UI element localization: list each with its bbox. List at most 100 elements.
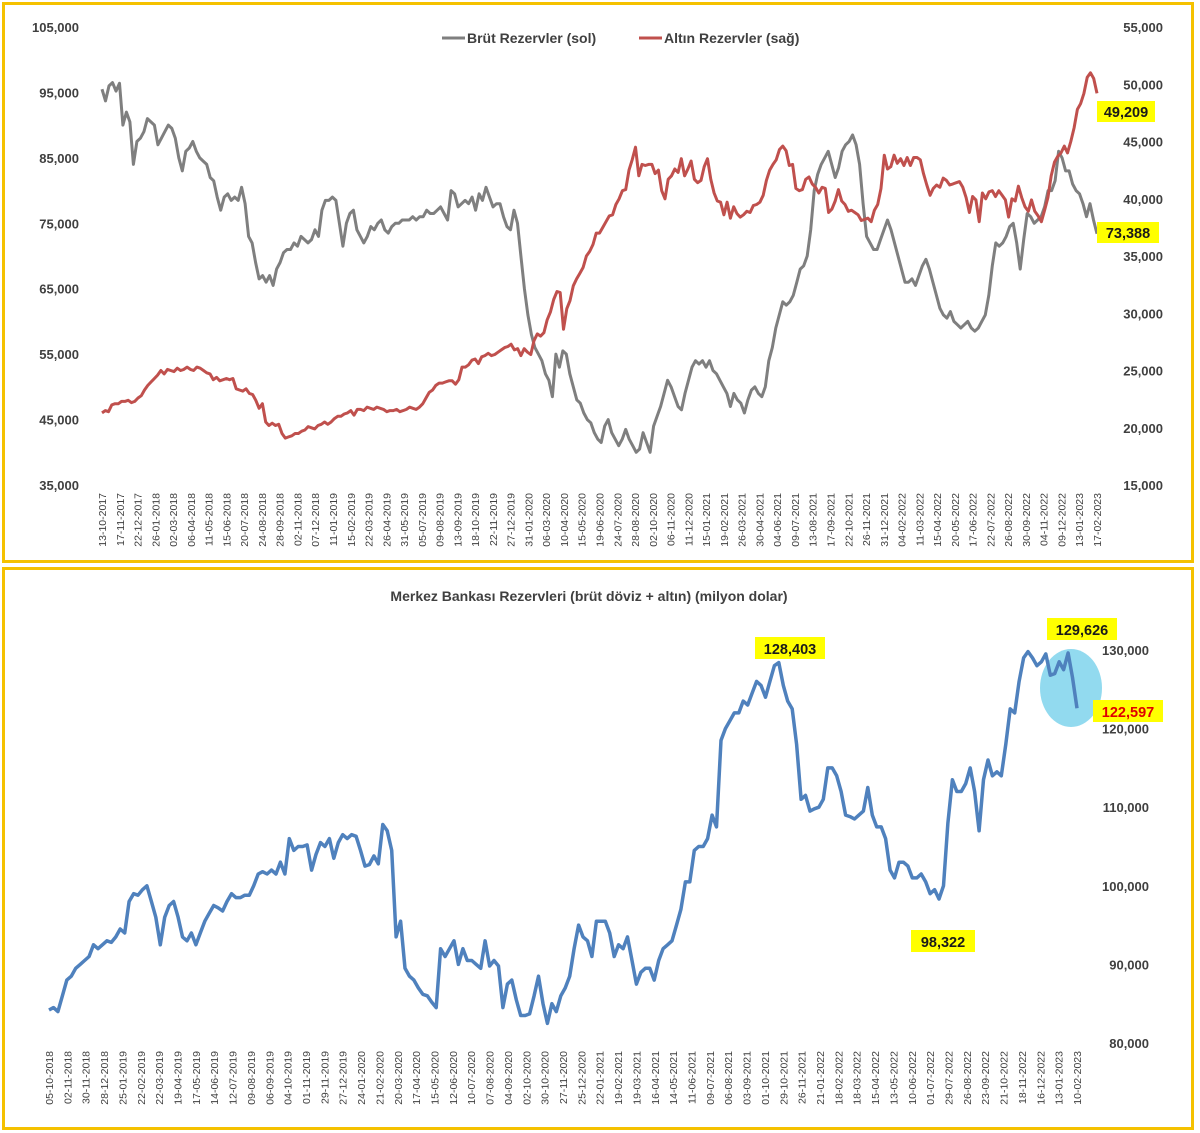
y-left-tick-label: 75,000 [39,216,79,231]
x-tick-label: 17-06-2022 [968,493,980,547]
x-tick-label: 06-04-2018 [186,493,198,547]
chart-legend: Brüt Rezervler (sol) Altın Rezervler (sa… [442,30,799,46]
x-tick-label: 27-12-2019 [506,493,518,547]
x-tick-label: 31-01-2020 [523,493,535,547]
x-tick-label: 20-07-2018 [239,493,251,547]
x-tick-label: 18-02-2022 [833,1051,845,1105]
y-axis-right: 80,000 90,000 100,000 110,000 120,000 130,000 [1102,643,1149,1051]
y-tick-label: 90,000 [1109,957,1149,972]
x-tick-label: 31-12-2021 [879,493,891,547]
x-tick-label: 02-11-2018 [62,1051,74,1104]
x-tick-label: 25-12-2020 [576,1051,588,1105]
x-tick-label: 21-02-2020 [374,1051,386,1105]
callout-peak-2021: 128,403 [755,637,825,659]
x-tick-label: 15-01-2021 [701,493,713,547]
x-tick-label: 19-02-2021 [613,1051,625,1105]
x-tick-label: 15-06-2018 [221,493,233,547]
y-right-tick-label: 20,000 [1123,421,1163,436]
y-right-tick-label: 40,000 [1123,192,1163,207]
top-chart-panel: Brüt Rezervler (sol) Altın Rezervler (sa… [2,2,1194,563]
x-tick-label: 22-01-2021 [595,1051,607,1105]
x-tick-label: 18-03-2022 [852,1051,864,1105]
x-tick-label: 04-02-2022 [897,493,909,547]
x-tick-label: 12-07-2019 [228,1051,240,1105]
x-tick-label: 30-11-2018 [81,1051,93,1104]
callout-trough-2022-text: 98,322 [921,935,965,951]
x-tick-label: 15-05-2020 [577,493,589,547]
x-tick-label: 14-06-2019 [209,1051,221,1105]
x-tick-label: 09-07-2021 [790,493,802,547]
gross-reserves-line [100,81,1099,454]
x-tick-label: 17-02-2023 [1092,493,1104,547]
callout-peak-2023: 129,626 [1047,618,1117,640]
x-tick-label: 17-09-2021 [825,493,837,547]
x-tick-label: 01-10-2021 [760,1051,772,1105]
x-tick-label: 04-06-2021 [772,493,784,547]
callout-last-gold: 49,209 [1097,101,1155,122]
x-tick-label: 17-11-2017 [115,493,127,546]
x-tick-label: 13-05-2022 [888,1051,900,1105]
y-axis-left: 35,000 45,000 55,000 65,000 75,000 85,000 95,0… [32,20,79,493]
x-tick-label: 31-05-2019 [399,493,411,547]
x-tick-label: 09-07-2021 [705,1051,717,1105]
x-tick-label: 04-09-2020 [503,1051,515,1105]
x-tick-label: 24-01-2020 [356,1051,368,1105]
x-tick-label: 29-10-2021 [778,1051,790,1105]
y-tick-label: 80,000 [1109,1036,1149,1051]
x-tick-label: 06-11-2020 [666,493,678,546]
x-tick-label: 09-08-2019 [246,1051,258,1105]
x-tick-label: 28-12-2018 [99,1051,111,1105]
x-tick-label: 28-09-2018 [275,493,287,547]
x-tick-label: 07-08-2020 [485,1051,497,1105]
x-tick-label: 22-10-2021 [843,493,855,547]
x-tick-label: 30-04-2021 [754,493,766,547]
x-tick-label: 03-09-2021 [742,1051,754,1105]
x-tick-label: 04-10-2019 [283,1051,295,1105]
x-tick-label: 30-09-2022 [1021,493,1033,547]
x-tick-label: 11-06-2021 [687,1051,699,1104]
x-tick-label: 04-11-2022 [1039,493,1051,546]
y-axis-right: 15,000 20,000 25,000 30,000 35,000 40,000 45,0… [1123,20,1163,493]
y-tick-label: 100,000 [1102,879,1149,894]
x-tick-label: 06-09-2019 [264,1051,276,1105]
x-tick-label: 22-03-2019 [154,1051,166,1105]
y-left-tick-label: 35,000 [39,478,79,493]
x-axis: 05-10-2018 02-11-2018 30-11-2018 28-12-2018… [44,1051,1084,1105]
x-tick-label: 28-08-2020 [630,493,642,547]
x-tick-label: 01-11-2019 [301,1051,313,1104]
x-tick-label: 11-03-2022 [914,493,926,546]
x-tick-label: 18-11-2022 [1017,1051,1029,1104]
x-tick-label: 22-02-2019 [136,1051,148,1105]
y-left-tick-label: 95,000 [39,85,79,100]
y-tick-label: 110,000 [1103,800,1149,815]
x-tick-label: 09-08-2019 [435,493,447,547]
y-left-tick-label: 45,000 [39,413,79,428]
callout-last-value-text: 122,597 [1102,705,1154,721]
y-right-tick-label: 55,000 [1123,20,1163,35]
x-tick-label: 14-05-2021 [668,1051,680,1105]
y-tick-label: 120,000 [1102,722,1149,737]
x-tick-label: 19-03-2021 [631,1051,643,1105]
callout-last-gross: 73,388 [1097,222,1159,243]
callout-peak-2021-bg [755,637,825,659]
x-tick-label: 06-08-2021 [723,1051,735,1105]
x-tick-label: 19-02-2021 [719,493,731,547]
x-tick-label: 05-10-2018 [44,1051,56,1105]
callout-trough-2022-bg [911,930,975,952]
callout-peak-2021-text: 128,403 [764,642,816,658]
x-tick-label: 26-08-2022 [1003,493,1015,547]
x-axis: 13-10-2017 17-11-2017 22-12-2017 26-01-2018… [97,493,1104,547]
x-tick-label: 02-11-2018 [292,493,304,546]
y-right-tick-label: 15,000 [1123,478,1163,493]
x-tick-label: 13-08-2021 [808,493,820,547]
x-tick-label: 27-11-2020 [558,1051,570,1104]
x-tick-label: 22-12-2017 [133,493,145,547]
x-tick-label: 17-05-2019 [191,1051,203,1105]
x-tick-label: 16-12-2022 [1035,1051,1047,1105]
x-tick-label: 10-02-2023 [1072,1051,1084,1105]
callout-last-gold-text: 49,209 [1104,105,1148,121]
x-tick-label: 29-11-2019 [319,1051,331,1104]
y-right-tick-label: 35,000 [1123,249,1163,264]
x-tick-label: 26-11-2021 [797,1051,809,1104]
x-tick-label: 13-01-2023 [1074,493,1086,547]
